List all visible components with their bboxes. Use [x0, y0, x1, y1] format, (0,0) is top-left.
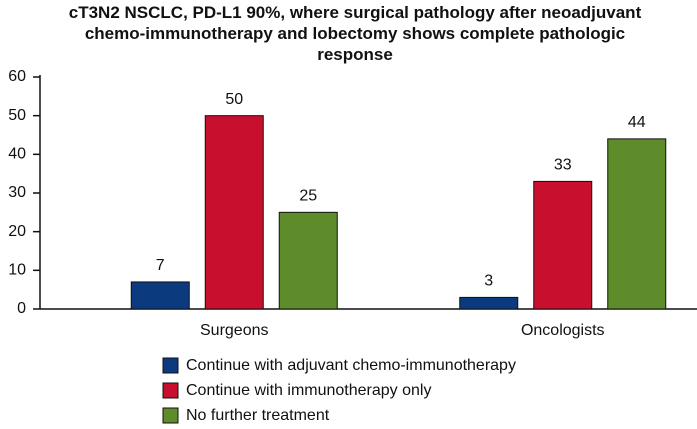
y-tick-label: 10 — [8, 262, 26, 279]
bar — [278, 211, 338, 310]
value-label: 33 — [554, 157, 572, 174]
chart-title: cT3N2 NSCLC, PD-L1 90%, where surgical p… — [68, 3, 642, 64]
legend-label: Continue with immunotherapy only — [186, 382, 431, 399]
legend-swatch — [162, 407, 179, 424]
x-tick-label: Surgeons — [200, 322, 269, 339]
value-label: 50 — [225, 91, 243, 108]
value-label: 25 — [299, 188, 317, 205]
legend-label: No further treatment — [186, 407, 330, 424]
y-tick-label: 0 — [17, 300, 26, 317]
bar — [204, 115, 264, 310]
y-tick-label: 40 — [8, 146, 26, 163]
bar — [130, 281, 190, 310]
y-tick-label: 60 — [8, 68, 26, 85]
bar — [459, 296, 519, 310]
value-label: 3 — [484, 273, 493, 290]
x-tick-label: Oncologists — [521, 322, 605, 339]
legend-swatch — [162, 382, 179, 399]
value-label: 44 — [628, 114, 646, 131]
y-tick-label: 30 — [8, 184, 26, 201]
bar — [607, 138, 667, 310]
y-tick-label: 20 — [8, 223, 26, 240]
legend-swatch — [162, 357, 179, 374]
y-tick-label: 50 — [8, 107, 26, 124]
legend-label: Continue with adjuvant chemo-immunothera… — [186, 357, 516, 374]
bar — [533, 180, 593, 310]
value-label: 7 — [156, 257, 165, 274]
